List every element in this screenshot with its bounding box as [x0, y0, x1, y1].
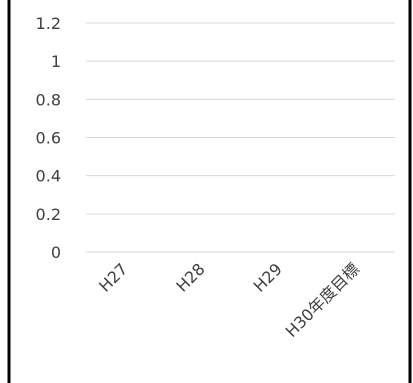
y-tick-label: 0.4: [36, 167, 61, 186]
y-tick-label: 0.2: [36, 205, 61, 224]
y-tick-label: 1.2: [36, 14, 61, 33]
x-tick-label: H29: [250, 259, 286, 295]
x-tick-label: H30年度目標: [282, 259, 364, 341]
y-tick-label: 0: [51, 243, 61, 262]
y-axis-tick-labels: 0 0.2 0.4 0.6 0.8 1 1.2: [36, 14, 61, 262]
gridlines: [86, 22, 395, 253]
y-tick-label: 0.8: [36, 90, 61, 109]
x-tick-label: H28: [172, 259, 208, 295]
y-tick-label: 1: [51, 52, 61, 71]
x-tick-label: H27: [95, 259, 131, 295]
y-tick-label: 0.6: [36, 129, 61, 148]
